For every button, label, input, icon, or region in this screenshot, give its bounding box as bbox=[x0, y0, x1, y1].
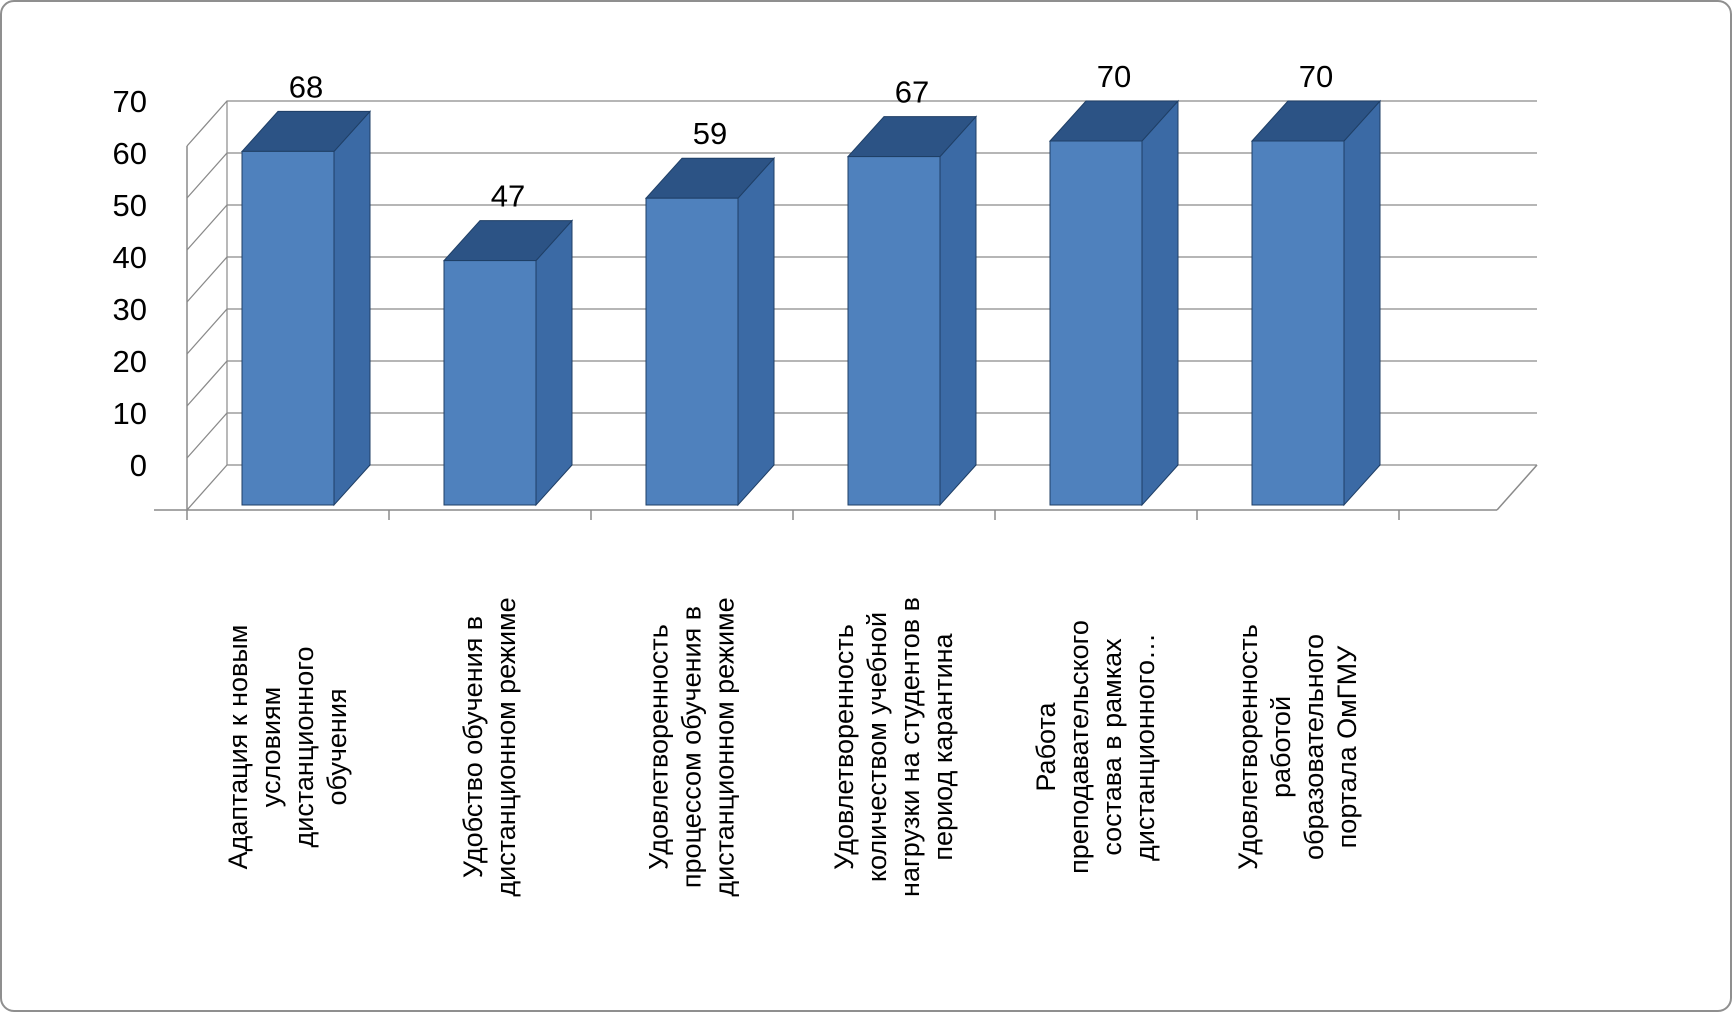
bar-value-label: 70 bbox=[1097, 59, 1131, 94]
y-axis-tick-label: 20 bbox=[113, 344, 147, 379]
bar-front-face bbox=[1251, 140, 1345, 506]
y-axis-tick-label: 70 bbox=[113, 84, 147, 119]
bar-side-face bbox=[333, 110, 371, 507]
bar-front-face bbox=[1049, 140, 1143, 506]
bar-value-label: 70 bbox=[1299, 59, 1333, 94]
bar-front-face bbox=[847, 156, 941, 506]
y-axis-tick-label: 10 bbox=[113, 396, 147, 431]
y-axis-tick-label: 60 bbox=[113, 136, 147, 171]
bar-value-label: 59 bbox=[693, 116, 727, 151]
bar-front-face bbox=[645, 197, 739, 506]
bar-value-label: 68 bbox=[289, 69, 323, 104]
bar-front-face bbox=[241, 150, 335, 506]
y-axis-tick-label: 30 bbox=[113, 292, 147, 327]
bar-value-label: 47 bbox=[491, 179, 525, 214]
bar-side-face bbox=[1141, 99, 1179, 507]
bar-front-face bbox=[443, 260, 537, 506]
y-axis-tick-label: 0 bbox=[130, 448, 147, 483]
bar-value-label: 67 bbox=[895, 75, 929, 110]
bar-side-face bbox=[535, 219, 573, 507]
floor-right-edge bbox=[1496, 464, 1538, 511]
bar-side-face bbox=[939, 115, 977, 507]
bar-side-face bbox=[737, 156, 775, 507]
y-axis-tick-label: 50 bbox=[113, 188, 147, 223]
y-axis-tick-label: 40 bbox=[113, 240, 147, 275]
bar-side-face bbox=[1343, 99, 1381, 507]
